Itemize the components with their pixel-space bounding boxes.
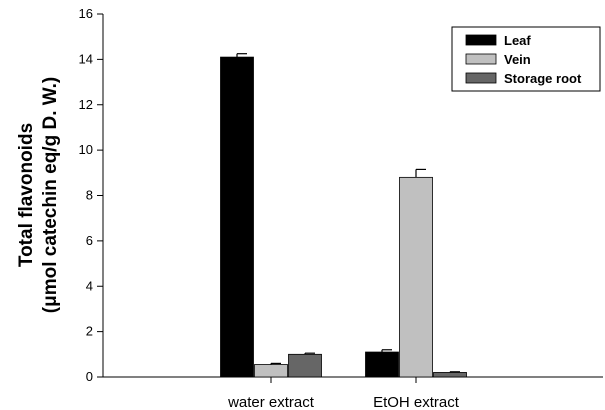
y-tick-label: 8 (86, 188, 93, 203)
legend-label-leaf: Leaf (504, 33, 531, 48)
y-tick-label: 16 (79, 6, 93, 21)
legend-swatch-leaf (465, 34, 497, 46)
bar-leaf (220, 56, 254, 378)
legend-swatch-vein (465, 53, 497, 65)
bar-vein (399, 176, 433, 378)
bar-storage-root (433, 372, 467, 378)
y-tick-label: 4 (86, 278, 93, 293)
legend-label-storage-root: Storage root (504, 71, 582, 86)
legend: Leaf Vein Storage root (451, 26, 601, 92)
legend-swatch-storage-root (465, 72, 497, 84)
y-axis-label-line2: (μmol catechin eq/g D. W.) (40, 77, 61, 313)
x-category-label: water extract (227, 394, 315, 410)
bar-vein (254, 364, 288, 378)
y-tick-label: 10 (79, 142, 93, 157)
bar-storage-root (288, 353, 322, 378)
y-axis-label-line1: Total flavonoids (16, 123, 37, 267)
y-tick-label: 14 (79, 51, 93, 66)
x-category-label: EtOH extract (373, 394, 460, 410)
bar-leaf (365, 351, 399, 378)
y-tick-label: 6 (86, 233, 93, 248)
y-tick-label: 0 (86, 369, 93, 384)
bars (220, 53, 467, 378)
y-tick-label: 2 (86, 324, 93, 339)
axes: 0 2 4 6 8 10 12 14 16 water extract EtOH extract (79, 6, 603, 410)
y-tick-label: 12 (79, 97, 93, 112)
legend-label-vein: Vein (504, 52, 531, 67)
